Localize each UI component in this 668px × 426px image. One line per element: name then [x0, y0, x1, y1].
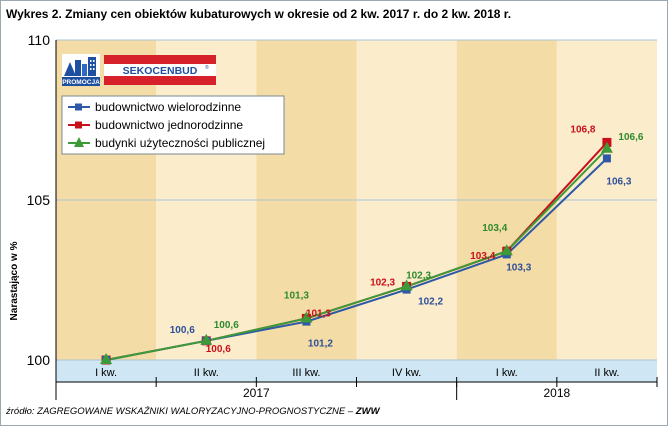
legend-entry: budynki użyteczności publicznej — [95, 136, 265, 150]
data-label: 106,3 — [606, 176, 631, 187]
legend-swatch-marker — [75, 121, 82, 129]
data-label: 101,3 — [284, 290, 309, 301]
x-axis: I kw. II kw. III kw. IV kw. I kw. II kw. 2017 2… — [55, 367, 658, 400]
legend-entry: budownictwo wielorodzinne — [95, 100, 241, 114]
data-labels: 100,6 101,2 102,2 103,3 106,3 100,6 101,3 102,3… — [170, 124, 644, 354]
x-category-label: III kw. — [292, 367, 320, 379]
x-category-label: II kw. — [594, 367, 619, 379]
series-lines — [105, 141, 608, 361]
data-label: 106,6 — [618, 132, 643, 143]
category-header-band — [56, 360, 657, 382]
data-label: 100,6 — [206, 344, 231, 355]
data-label: 102,3 — [370, 277, 395, 288]
data-label: 101,3 — [306, 308, 331, 319]
source-bold: ZWW — [355, 406, 380, 417]
x-category-label: IV kw. — [392, 367, 421, 379]
x-category-label: I kw. — [496, 367, 518, 379]
data-label: 102,3 — [406, 270, 431, 281]
data-point — [600, 141, 613, 153]
y-tick-label: 105 — [27, 192, 51, 208]
svg-text:®: ® — [205, 64, 209, 71]
data-point — [400, 279, 413, 291]
x-year-label: 2017 — [243, 386, 270, 400]
data-label: 106,8 — [570, 124, 595, 135]
legend: budownictwo wielorodzinne budownictwo jed… — [61, 95, 285, 155]
chart-title: Wykres 2. Zmiany cen obiektów kubaturowy… — [6, 7, 512, 21]
data-point — [300, 311, 313, 323]
svg-text:SEKOCENBUD: SEKOCENBUD — [123, 65, 198, 77]
data-label: 100,6 — [170, 325, 195, 336]
data-point — [500, 244, 513, 256]
y-tick-label: 110 — [28, 32, 51, 48]
series-line — [105, 148, 608, 361]
legend-entry: budownictwo jednorodzinne — [95, 118, 243, 132]
data-label: 100,6 — [214, 320, 239, 331]
sekocenbud-logo: SEKOCENBUD ® — [104, 55, 216, 85]
x-year-label: 2018 — [543, 386, 570, 400]
source-text: źródło: ZAGREGOWANE WSKAŹNIKI WALORYZACY… — [6, 406, 356, 417]
data-point — [602, 154, 611, 163]
legend-swatch-marker — [75, 103, 82, 111]
data-label: 102,2 — [418, 297, 443, 308]
data-label: 103,4 — [482, 223, 507, 234]
y-axis-label: Narastająco w % — [9, 241, 20, 320]
data-label: 103,3 — [506, 262, 531, 273]
data-label: 101,2 — [308, 339, 333, 350]
source-note: źródło: ZAGREGOWANE WSKAŹNIKI WALORYZACY… — [6, 406, 380, 417]
legend-swatch-marker — [74, 137, 84, 147]
x-category-label: I kw. — [95, 367, 117, 379]
y-axis-ticks: 100 105 110 — [27, 32, 51, 368]
promocja-logo: PROMOCJA — [62, 54, 100, 86]
year-band — [56, 382, 657, 400]
y-tick-label: 100 — [27, 352, 51, 368]
plot-bands — [56, 40, 657, 400]
data-point — [100, 353, 113, 364]
data-point — [200, 333, 213, 345]
x-category-label: II kw. — [194, 367, 219, 379]
series-markers — [100, 137, 613, 365]
svg-text:PROMOCJA: PROMOCJA — [62, 79, 100, 86]
data-label: 103,4 — [470, 251, 495, 262]
legend-box — [61, 95, 285, 155]
